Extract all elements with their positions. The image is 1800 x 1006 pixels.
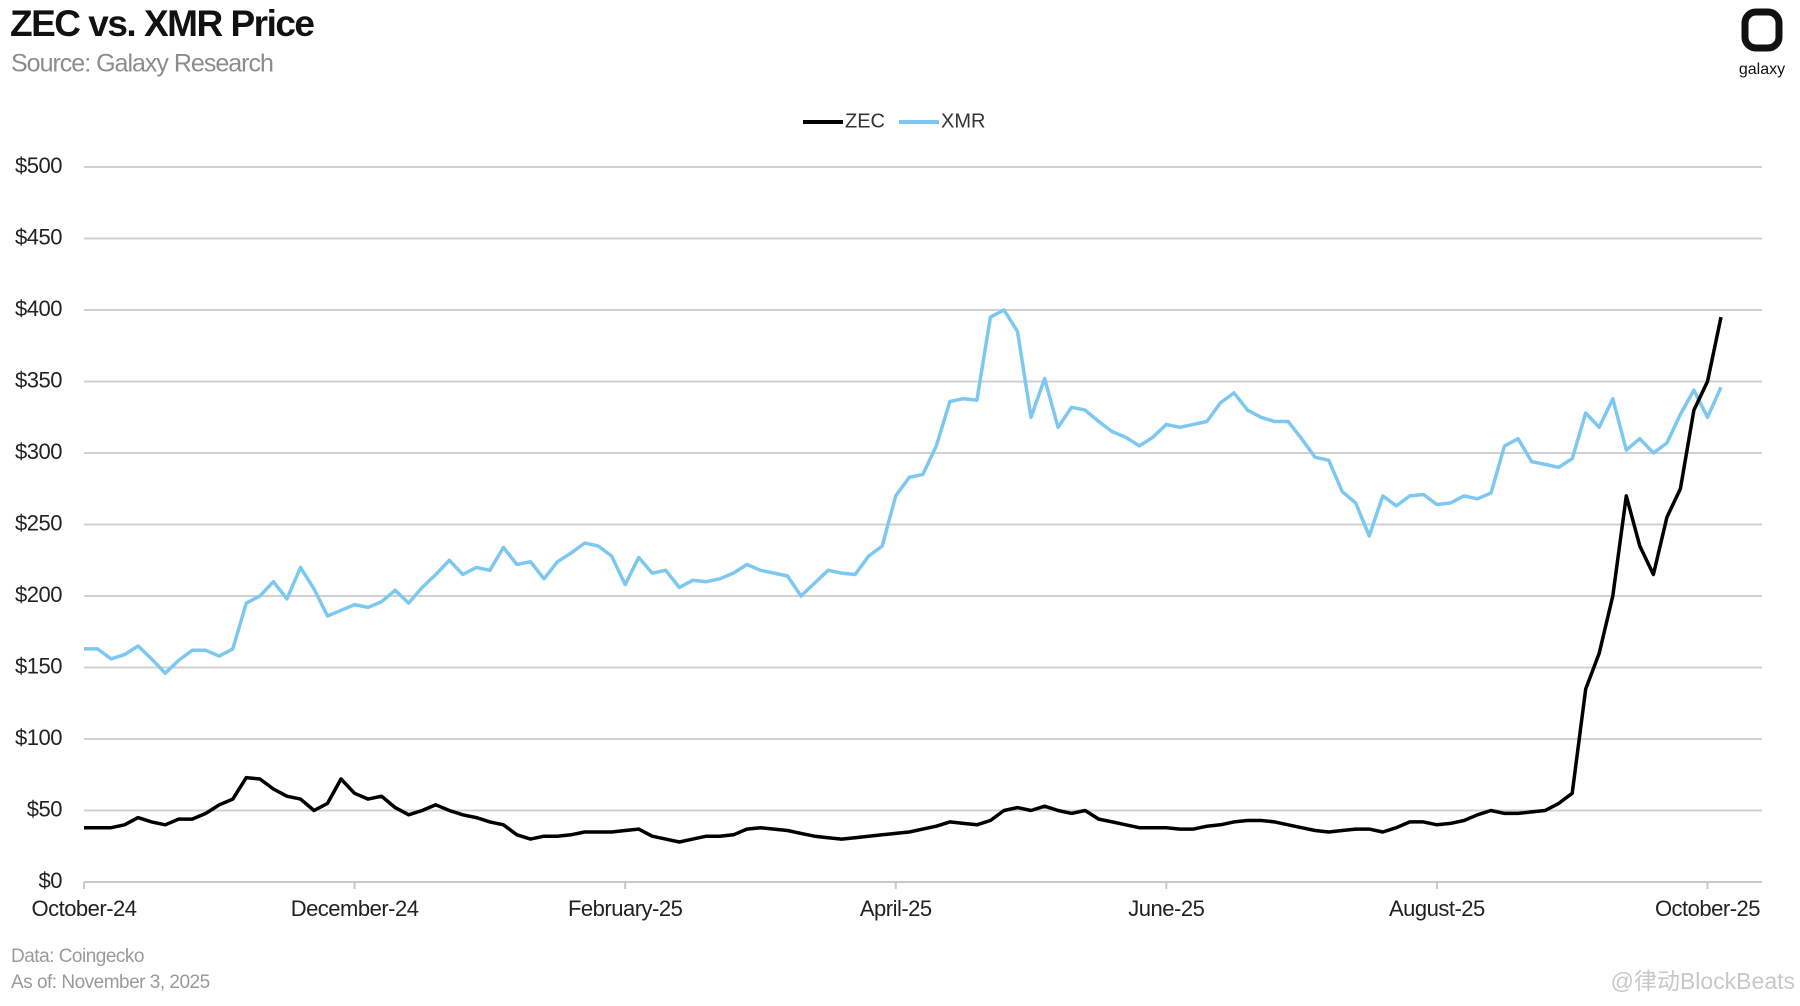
x-tick-label: December-24 <box>291 896 419 921</box>
x-tick-label: February-25 <box>568 896 683 921</box>
y-tick-label: $450 <box>15 224 62 249</box>
logo: galaxy <box>1739 8 1785 78</box>
x-tick-label: June-25 <box>1128 896 1204 921</box>
y-tick-label: $250 <box>15 510 62 535</box>
footnote: As of: November 3, 2025 <box>11 972 210 993</box>
chart-title: ZEC vs. XMR Price <box>10 3 314 44</box>
y-tick-label: $50 <box>27 796 62 821</box>
y-tick-label: $350 <box>15 367 62 392</box>
watermark: @律动BlockBeats <box>1611 968 1795 994</box>
y-tick-label: $500 <box>15 153 62 178</box>
legend-label: XMR <box>941 110 985 132</box>
y-tick-label: $300 <box>15 439 62 464</box>
logo-icon <box>1741 8 1783 52</box>
chart-subtitle: Source: Galaxy Research <box>11 50 273 78</box>
logo-text: galaxy <box>1739 61 1785 78</box>
legend-label: ZEC <box>845 110 885 132</box>
footnote: Data: Coingecko <box>11 946 144 967</box>
y-tick-label: $100 <box>15 725 62 750</box>
y-tick-label: $0 <box>39 868 63 893</box>
x-tick-label: April-25 <box>860 896 932 921</box>
x-tick-label: August-25 <box>1389 896 1485 921</box>
y-tick-label: $200 <box>15 582 62 607</box>
y-tick-label: $150 <box>15 653 62 678</box>
y-tick-label: $400 <box>15 296 62 321</box>
x-tick-label: October-24 <box>31 896 136 921</box>
line-series <box>84 316 1723 844</box>
line-series <box>84 308 1723 675</box>
x-tick-label: October-25 <box>1655 896 1760 921</box>
